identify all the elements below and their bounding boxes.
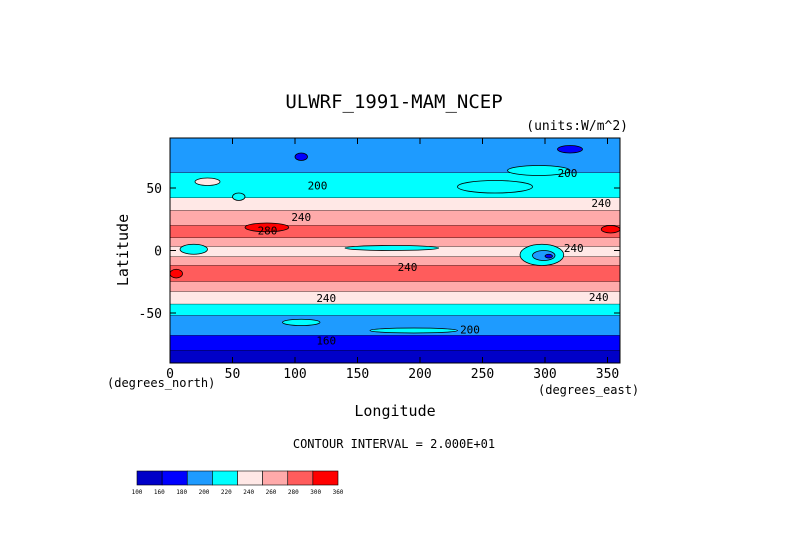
- colorbar-level-200: 200: [199, 489, 210, 496]
- contour-label-9: 200: [460, 323, 480, 336]
- contour-band-5: [170, 238, 620, 247]
- contour-label-5: 240: [564, 242, 584, 255]
- colorbar-swatch-1: [161, 470, 188, 486]
- contour-feature-14: [282, 318, 321, 326]
- x-tick-label-200: 200: [408, 367, 431, 382]
- contour-band-14: [170, 350, 620, 363]
- contour-band-4: [170, 225, 620, 238]
- colorbar-swatch-6: [287, 470, 314, 486]
- x-tick-label-250: 250: [471, 367, 494, 382]
- y-axis-label: Latitude: [114, 214, 132, 286]
- contour-band-7: [170, 256, 620, 266]
- colorbar-level-300: 300: [310, 489, 321, 496]
- contour-band-11: [170, 304, 620, 316]
- contour-feature-4: [344, 245, 440, 251]
- contour-label-1: 200: [558, 167, 578, 180]
- y-axis-units: (degrees_north): [107, 376, 215, 390]
- colorbar-swatch-4: [237, 470, 263, 486]
- contour-labels: 200 200 240 240 280 240 240 240 240 200 160: [258, 167, 612, 348]
- contour-feature-12: [457, 180, 533, 194]
- colorbar-swatch-7: [312, 470, 339, 486]
- contour-interval-note: CONTOUR INTERVAL = 2.000E+01: [293, 437, 495, 451]
- contour-band-9: [170, 281, 620, 292]
- contour-feature-13: [507, 165, 571, 176]
- contour-band-10: [170, 291, 620, 305]
- contour-feature-0: [244, 222, 290, 233]
- y-axis-ticks: 50 0 -50: [139, 182, 620, 322]
- contour-band-8: [170, 265, 620, 282]
- contour-band-1: [170, 173, 620, 198]
- colorbar-level-240: 240: [243, 489, 254, 496]
- x-axis-ticks: 0 50 100 150 200 250 300 350: [166, 138, 619, 382]
- contour-feature-15: [369, 327, 458, 334]
- colorbar-swatch-3: [212, 470, 238, 486]
- contour-band-3: [170, 210, 620, 226]
- plot-area: 200 200 240 240 280 240 240 240 240 200 160: [169, 137, 621, 364]
- contour-feature-3: [179, 243, 208, 255]
- chart-title: ULWRF_1991-MAM_NCEP: [285, 91, 502, 113]
- x-tick-label-300: 300: [533, 367, 556, 382]
- colorbar-level-260: 260: [266, 489, 277, 496]
- colorbar-level-100: 100: [132, 489, 143, 496]
- contour-label-8: 240: [589, 291, 609, 304]
- contour-label-6: 240: [398, 261, 418, 274]
- x-tick-label-0: 0: [166, 367, 174, 382]
- colorbar-level-220: 220: [221, 489, 232, 496]
- x-axis-units: (degrees_east): [538, 383, 639, 397]
- units-label: (units:W/m^2): [526, 119, 628, 134]
- x-tick-label-350: 350: [596, 367, 619, 382]
- x-axis-label: Longitude: [354, 402, 435, 420]
- colorbar-level-280: 280: [288, 489, 299, 496]
- contour-feature-1: [600, 225, 621, 234]
- contour-feature-7: [544, 253, 553, 259]
- colorbar-swatch-5: [262, 470, 289, 486]
- contour-feature-2: [169, 268, 183, 279]
- x-tick-label-50: 50: [225, 367, 241, 382]
- colorbar-level-160: 160: [154, 489, 165, 496]
- x-tick-label-150: 150: [346, 367, 369, 382]
- contour-feature-11: [232, 192, 246, 201]
- colorbar-level-180: 180: [176, 489, 187, 496]
- contour-band-12: [170, 315, 620, 336]
- y-tick-label--50: -50: [139, 307, 162, 322]
- contour-band-6: [170, 246, 620, 257]
- contour-label-0: 200: [308, 180, 328, 193]
- y-tick-label-50: 50: [146, 182, 162, 197]
- colorbar-level-360: 360: [333, 489, 344, 496]
- contour-feature-9: [294, 152, 308, 161]
- contour-label-4: 280: [258, 225, 278, 238]
- contour-band-2: [170, 198, 620, 211]
- contour-feature-10: [194, 177, 221, 186]
- colorbar-swatch-0: [136, 470, 163, 486]
- y-tick-label-0: 0: [154, 245, 162, 260]
- contour-fill-features: [169, 145, 621, 334]
- colorbar-swatch-2: [186, 470, 213, 486]
- contour-label-2: 240: [291, 211, 311, 224]
- contour-label-3: 240: [591, 197, 611, 210]
- x-tick-label-100: 100: [283, 367, 306, 382]
- contour-label-10: 160: [316, 335, 336, 348]
- colorbar: 100 160 180 200 220 240 260 280 300 360: [132, 470, 344, 496]
- contour-feature-8: [557, 145, 583, 154]
- contour-label-7: 240: [316, 292, 336, 305]
- contour-band-13: [170, 335, 620, 351]
